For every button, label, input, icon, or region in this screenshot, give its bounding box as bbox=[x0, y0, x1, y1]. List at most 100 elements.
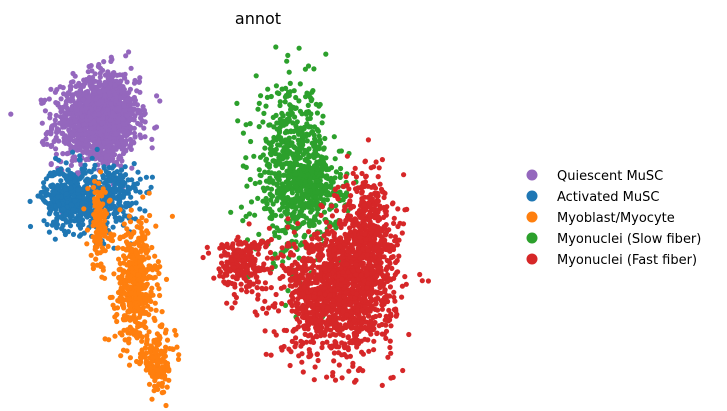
scatter-point bbox=[137, 110, 143, 116]
scatter-point bbox=[316, 257, 323, 263]
scatter-point bbox=[256, 100, 262, 106]
scatter-point bbox=[80, 221, 86, 228]
scatter-point bbox=[306, 199, 312, 205]
scatter-point bbox=[289, 293, 295, 299]
scatter-point bbox=[304, 194, 310, 200]
scatter-point bbox=[140, 276, 146, 282]
scatter-point bbox=[83, 106, 89, 112]
scatter-point bbox=[50, 182, 56, 188]
scatter-point bbox=[252, 180, 258, 187]
scatter-point bbox=[77, 176, 83, 182]
scatter-point bbox=[308, 274, 314, 280]
scatter-point bbox=[283, 268, 289, 274]
scatter-point bbox=[285, 288, 291, 294]
scatter-point bbox=[387, 312, 393, 319]
scatter-point bbox=[315, 285, 321, 291]
scatter-point bbox=[163, 402, 169, 409]
scatter-point bbox=[319, 204, 325, 210]
scatter-point bbox=[121, 89, 128, 96]
scatter-point bbox=[118, 353, 124, 359]
scatter-point bbox=[151, 315, 157, 321]
scatter-point bbox=[253, 73, 259, 79]
scatter-point bbox=[114, 318, 120, 325]
scatter-point bbox=[286, 174, 292, 180]
scatter-point bbox=[27, 223, 34, 230]
scatter-point bbox=[67, 223, 74, 229]
scatter-point bbox=[387, 344, 393, 351]
scatter-point bbox=[69, 94, 75, 100]
scatter-point bbox=[303, 187, 310, 193]
scatter-point bbox=[54, 126, 60, 132]
scatter-point bbox=[150, 354, 156, 361]
scatter-point bbox=[63, 211, 69, 218]
scatter-point bbox=[149, 145, 155, 151]
scatter-point bbox=[399, 294, 405, 300]
scatter-point bbox=[67, 175, 73, 181]
scatter-point bbox=[297, 186, 304, 192]
scatter-point bbox=[116, 104, 122, 111]
scatter-point bbox=[135, 169, 141, 175]
scatter-point bbox=[368, 331, 374, 337]
scatter-point bbox=[284, 116, 290, 123]
scatter-point bbox=[271, 124, 277, 130]
scatter-point bbox=[306, 347, 312, 353]
scatter-point bbox=[47, 130, 53, 136]
scatter-point bbox=[338, 165, 344, 172]
scatter-point bbox=[102, 248, 108, 254]
scatter-point bbox=[139, 334, 145, 340]
scatter-point bbox=[79, 200, 85, 207]
scatter-point bbox=[285, 240, 291, 246]
scatter-point bbox=[246, 221, 252, 227]
scatter-point bbox=[330, 303, 336, 309]
scatter-point bbox=[300, 264, 306, 270]
scatter-point bbox=[366, 348, 372, 354]
scatter-point bbox=[141, 125, 147, 131]
scatter-point bbox=[163, 276, 170, 282]
scatter-point bbox=[296, 278, 302, 284]
scatter-point bbox=[164, 337, 171, 343]
scatter-point bbox=[308, 111, 314, 117]
scatter-point bbox=[270, 178, 276, 184]
scatter-point bbox=[102, 336, 108, 342]
scatter-point bbox=[27, 198, 33, 204]
scatter-point bbox=[106, 148, 112, 154]
scatter-point bbox=[260, 119, 266, 125]
scatter-point bbox=[132, 97, 138, 103]
scatter-point bbox=[279, 245, 285, 251]
scatter-point bbox=[153, 307, 159, 313]
scatter-point bbox=[74, 107, 80, 113]
plot-area bbox=[8, 44, 431, 409]
scatter-point bbox=[147, 212, 153, 219]
scatter-point bbox=[310, 222, 316, 228]
scatter-point bbox=[300, 314, 306, 320]
scatter-point bbox=[297, 242, 303, 248]
scatter-point bbox=[396, 253, 402, 259]
scatter-point bbox=[142, 119, 148, 125]
scatter-point bbox=[131, 316, 137, 322]
scatter-point bbox=[75, 222, 82, 228]
scatter-point bbox=[96, 111, 102, 117]
scatter-point bbox=[80, 83, 86, 89]
scatter-point bbox=[175, 356, 182, 362]
scatter-point bbox=[127, 324, 133, 330]
scatter-point bbox=[137, 89, 143, 95]
scatter-point bbox=[338, 148, 344, 154]
scatter-point bbox=[41, 141, 47, 147]
scatter-point bbox=[159, 390, 165, 396]
scatter-point bbox=[279, 301, 285, 307]
scatter-point bbox=[128, 65, 134, 71]
scatter-point bbox=[55, 182, 61, 188]
scatter-point bbox=[113, 159, 120, 165]
scatter-point bbox=[101, 164, 107, 170]
scatter-point bbox=[148, 343, 154, 349]
scatter-point bbox=[274, 90, 280, 96]
scatter-point bbox=[341, 343, 347, 349]
scatter-point bbox=[78, 232, 84, 238]
scatter-point bbox=[89, 155, 95, 161]
scatter-point bbox=[138, 359, 144, 365]
scatter-point bbox=[294, 261, 300, 267]
scatter-point bbox=[60, 206, 66, 212]
scatter-point bbox=[312, 279, 318, 285]
scatter-point bbox=[277, 173, 283, 179]
scatter-point bbox=[110, 302, 116, 308]
